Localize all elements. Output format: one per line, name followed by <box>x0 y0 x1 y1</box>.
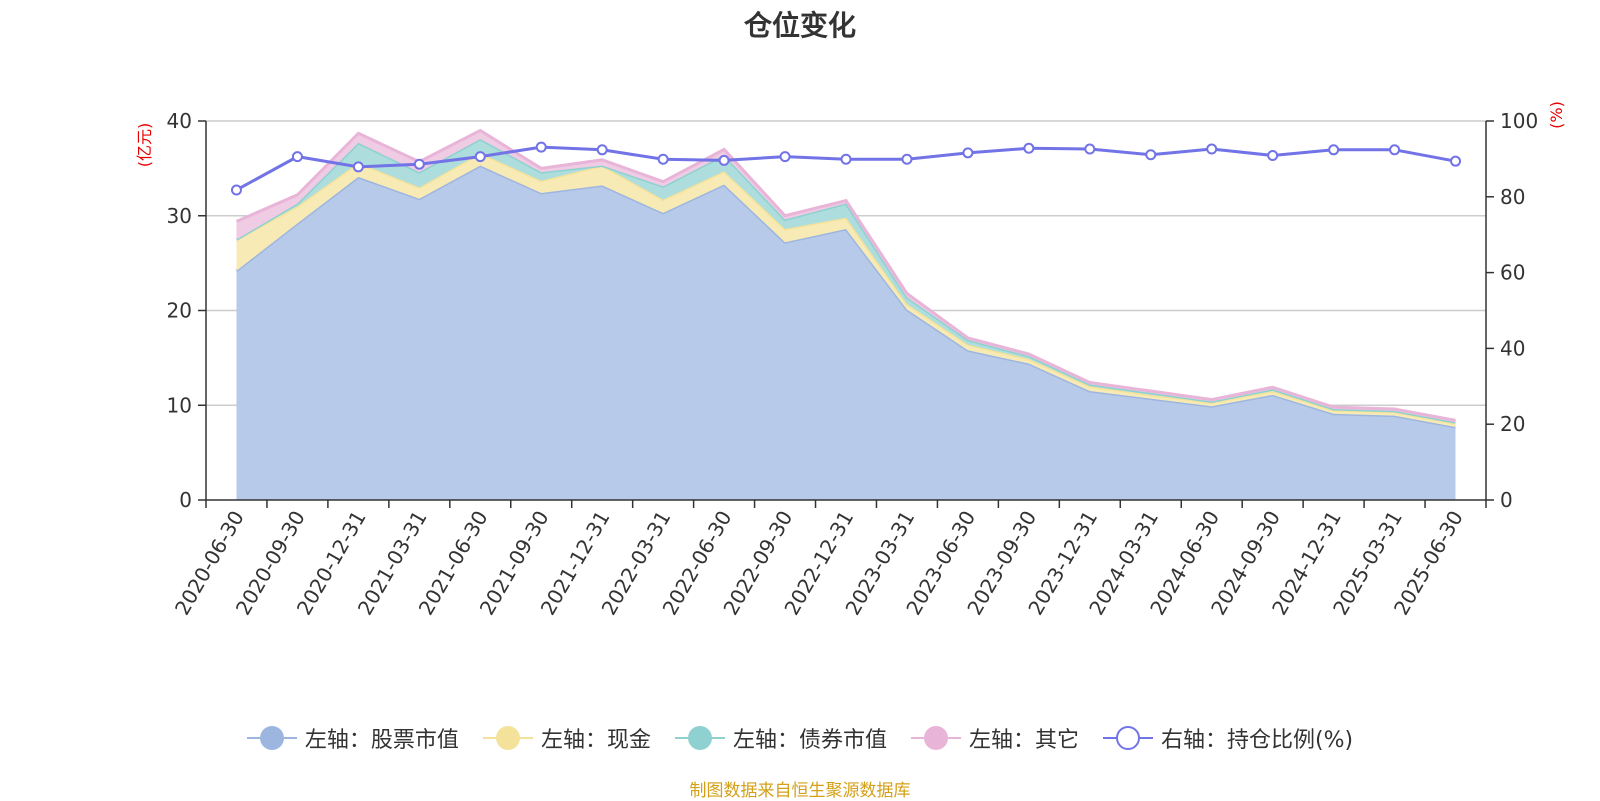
legend-symbol-icon <box>910 725 961 751</box>
holding-ratio-point <box>1145 149 1157 161</box>
holding-ratio-point <box>474 151 486 163</box>
holding-ratio-point <box>779 151 791 163</box>
legend-label: 左轴：其它 <box>968 728 1079 753</box>
legend-item-1[interactable]: 左轴：股票市值 <box>246 722 459 754</box>
holding-ratio-point <box>1389 144 1401 156</box>
data-source-note: 制图数据来自恒生聚源数据库 <box>689 781 911 801</box>
right-tick-label: 40 <box>1500 336 1525 360</box>
legend-item-2[interactable]: 左轴：现金 <box>482 722 651 754</box>
holding-ratio-point <box>840 153 852 165</box>
holding-ratio-point <box>535 141 547 153</box>
holding-ratio-point <box>230 184 242 196</box>
right-tick-label: 60 <box>1500 261 1525 285</box>
holding-ratio-line <box>230 141 1462 196</box>
holding-ratio-point <box>291 151 303 163</box>
legend-label: 左轴：现金 <box>540 728 651 753</box>
right-tick-label: 80 <box>1500 185 1525 209</box>
holding-ratio-point <box>1023 142 1035 154</box>
holding-ratio-point <box>1267 149 1279 161</box>
left-tick-label: 40 <box>167 109 192 133</box>
holding-ratio-point <box>413 158 425 170</box>
chart-area: 010203040020406080100(亿元)(%)2020-06-3020… <box>135 101 1566 619</box>
area-edge-series-4 <box>235 128 1456 422</box>
area-series-1 <box>236 165 1456 500</box>
holding-ratio-point <box>1450 155 1462 167</box>
holding-ratio-point <box>718 154 730 166</box>
chart-title: 仓位变化 <box>743 9 856 42</box>
legend-label: 右轴：持仓比例(%) <box>1160 728 1354 753</box>
left-tick-label: 30 <box>167 204 192 228</box>
stacked-areas <box>235 128 1456 500</box>
holding-ratio-point <box>657 153 669 165</box>
right-tick-label: 100 <box>1500 109 1538 133</box>
right-tick-label: 20 <box>1500 412 1525 436</box>
holding-ratio-point <box>596 144 608 156</box>
right-tick-label: 0 <box>1500 488 1513 512</box>
legend-label: 左轴：债券市值 <box>732 728 887 753</box>
left-tick-label: 20 <box>167 299 192 323</box>
legend-symbol-icon <box>246 725 297 751</box>
holding-ratio-point <box>962 147 974 159</box>
left-tick-label: 10 <box>167 393 192 417</box>
legend-symbol-icon <box>482 725 533 751</box>
legend: 左轴：股票市值 左轴：现金 左轴：债券市值 左轴：其它 右轴：持仓比例(%) <box>0 722 1600 754</box>
legend-label: 左轴：股票市值 <box>304 728 459 753</box>
legend-symbol-icon <box>1102 725 1153 751</box>
left-tick-label: 0 <box>179 488 192 512</box>
holding-ratio-point <box>352 161 364 173</box>
holding-ratio-point <box>1206 143 1218 155</box>
left-axis-unit: (亿元) <box>135 123 154 168</box>
legend-symbol-icon <box>674 725 725 751</box>
holding-ratio-point <box>1328 144 1340 156</box>
holding-ratio-point <box>1084 143 1096 155</box>
right-axis-unit: (%) <box>1547 101 1566 129</box>
legend-item-4[interactable]: 左轴：其它 <box>910 722 1079 754</box>
legend-item-5[interactable]: 右轴：持仓比例(%) <box>1102 722 1354 754</box>
legend-item-3[interactable]: 左轴：债券市值 <box>674 722 887 754</box>
holding-ratio-point <box>901 153 913 165</box>
